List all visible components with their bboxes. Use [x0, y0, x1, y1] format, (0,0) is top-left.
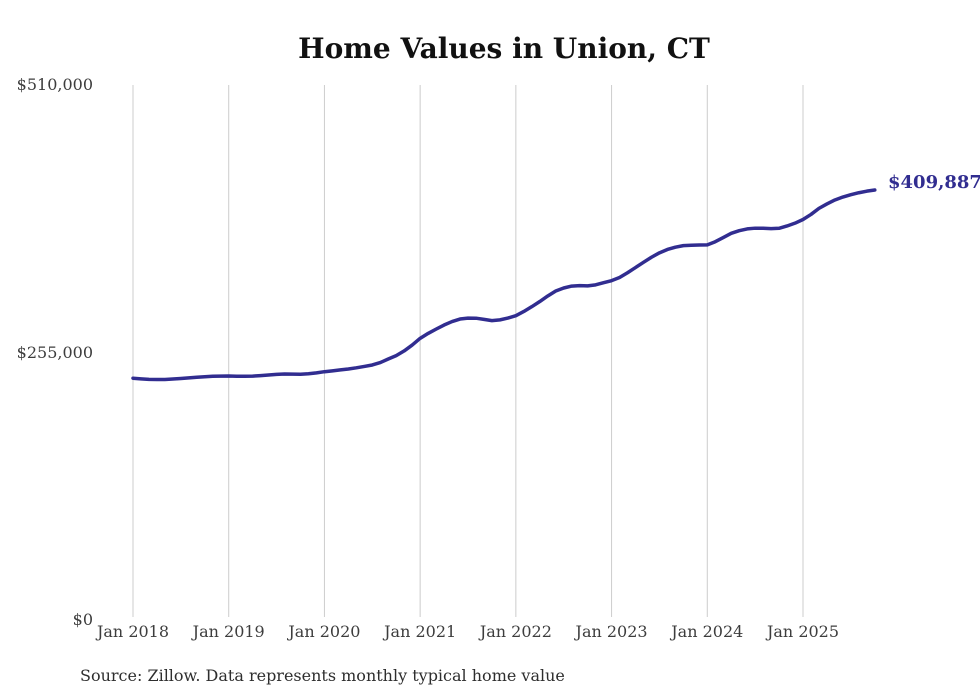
x-tick-label: Jan 2021	[384, 622, 457, 641]
latest-value-annotation: $409,887	[888, 172, 980, 193]
x-tick-label: Jan 2022	[479, 622, 552, 641]
y-tick-label: $255,000	[16, 342, 93, 362]
y-tick-label: $510,000	[16, 75, 93, 94]
x-tick-label: Jan 2018	[96, 622, 170, 641]
chart-title: Home Values in Union, CT	[298, 32, 710, 65]
home-value-line	[131, 188, 877, 382]
x-tick-label: Jan 2025	[766, 622, 840, 641]
x-tick-label: Jan 2020	[288, 622, 361, 641]
gridlines	[132, 85, 804, 617]
y-tick-label: $0	[72, 610, 93, 629]
source-note: Source: Zillow. Data represents monthly …	[80, 666, 565, 685]
x-tick-label: Jan 2023	[575, 622, 648, 641]
x-tick-label: Jan 2024	[671, 622, 744, 641]
x-tick-label: Jan 2019	[192, 622, 265, 641]
